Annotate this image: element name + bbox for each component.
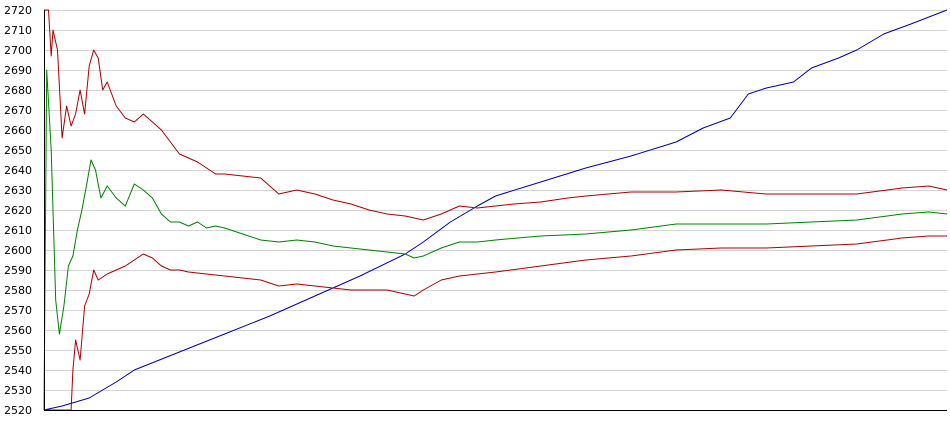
series-line-2 [43,69,948,411]
y-tick-label: 2640 [4,164,32,177]
y-tick-label: 2710 [4,24,32,37]
y-tick-label: 2570 [4,304,32,317]
y-tick-label: 2590 [4,264,32,277]
series-line-3 [44,9,948,221]
axes [44,10,947,411]
y-tick-label: 2540 [4,364,32,377]
series-line-4 [44,235,947,411]
y-tick-label: 2690 [4,64,32,77]
series-lines [43,9,948,411]
y-tick-label: 2630 [4,184,32,197]
y-tick-label: 2560 [4,324,32,337]
y-tick-label: 2600 [4,244,32,257]
grid-lines [44,10,947,411]
y-tick-label: 2670 [4,104,32,117]
y-tick-label: 2520 [4,404,32,417]
y-tick-label: 2620 [4,204,32,217]
y-tick-label: 2680 [4,84,32,97]
y-tick-label: 2700 [4,44,32,57]
y-tick-label: 2650 [4,144,32,157]
y-tick-label: 2550 [4,344,32,357]
y-axis-tick-labels: 2520 2530 2540 2550 2560 2570 2580 2590 2600 2610… [4,4,32,417]
y-tick-label: 2610 [4,224,32,237]
series-line-1 [43,9,948,411]
y-tick-label: 2580 [4,284,32,297]
y-tick-label: 2720 [4,4,32,17]
y-tick-label: 2660 [4,124,32,137]
y-tick-label: 2530 [4,384,32,397]
